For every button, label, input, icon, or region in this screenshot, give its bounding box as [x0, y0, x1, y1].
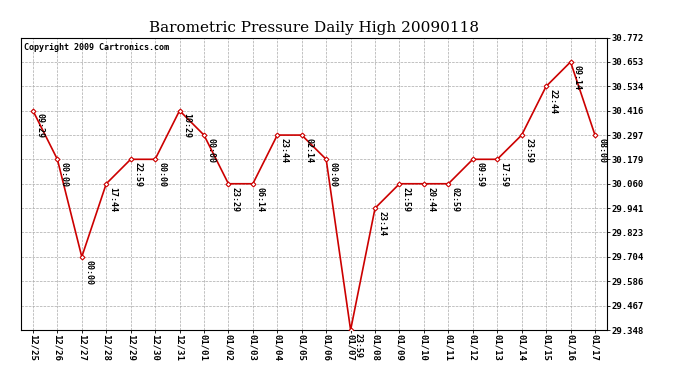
Text: 02:59: 02:59 — [451, 186, 460, 211]
Text: 00:00: 00:00 — [157, 162, 166, 187]
Text: 23:59: 23:59 — [353, 333, 362, 358]
Title: Barometric Pressure Daily High 20090118: Barometric Pressure Daily High 20090118 — [149, 21, 479, 35]
Text: 06:14: 06:14 — [255, 186, 264, 211]
Text: 09:29: 09:29 — [35, 113, 44, 138]
Text: 08:00: 08:00 — [598, 138, 607, 163]
Text: 09:59: 09:59 — [475, 162, 484, 187]
Text: 21:59: 21:59 — [402, 186, 411, 211]
Text: 23:29: 23:29 — [231, 186, 240, 211]
Text: 02:14: 02:14 — [304, 138, 313, 163]
Text: 00:00: 00:00 — [60, 162, 69, 187]
Text: 17:44: 17:44 — [109, 186, 118, 211]
Text: 00:00: 00:00 — [206, 138, 215, 163]
Text: 17:59: 17:59 — [500, 162, 509, 187]
Text: 23:59: 23:59 — [524, 138, 533, 163]
Text: 23:44: 23:44 — [279, 138, 288, 163]
Text: Copyright 2009 Cartronics.com: Copyright 2009 Cartronics.com — [23, 44, 168, 52]
Text: 00:00: 00:00 — [84, 260, 93, 285]
Text: 09:14: 09:14 — [573, 65, 582, 90]
Text: 22:44: 22:44 — [549, 89, 558, 114]
Text: 20:44: 20:44 — [426, 186, 435, 211]
Text: 23:14: 23:14 — [377, 211, 386, 236]
Text: 22:59: 22:59 — [133, 162, 142, 187]
Text: 00:00: 00:00 — [328, 162, 337, 187]
Text: 10:29: 10:29 — [182, 113, 191, 138]
